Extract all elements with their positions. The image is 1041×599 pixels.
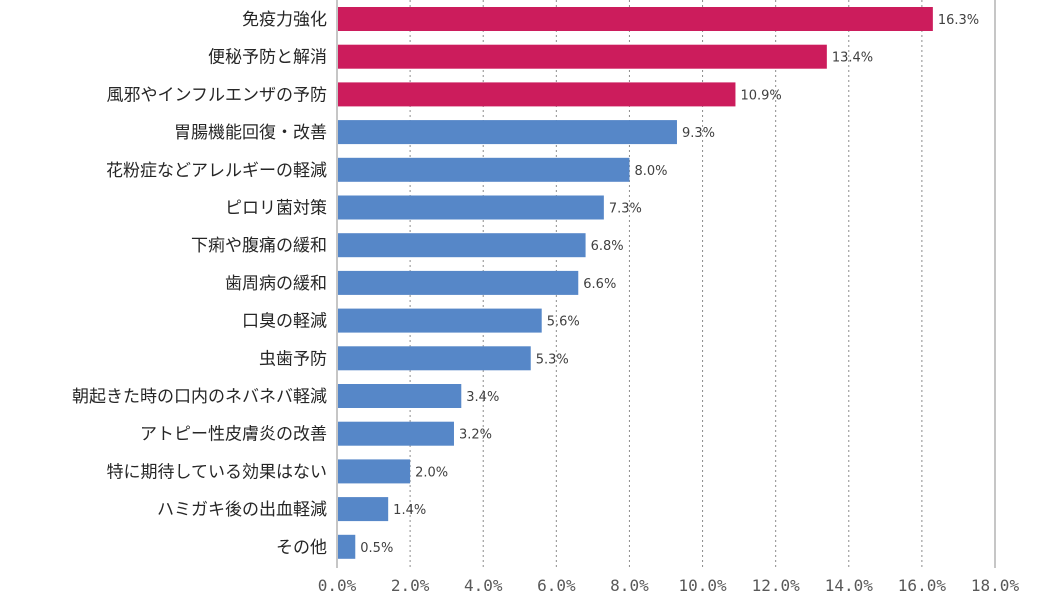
x-tick-label: 4.0% [464,576,503,595]
value-label: 13.4% [832,51,873,66]
bar [338,44,827,69]
bar [338,233,586,258]
category-labels: 免疫力強化便秘予防と解消風邪やインフルエンザの予防胃腸機能回復・改善花粉症などア… [72,10,327,558]
category-label: ピロリ菌対策 [225,199,327,219]
value-label: 2.0% [415,465,448,480]
category-label: 歯周病の緩和 [225,274,327,294]
bars [338,7,933,559]
x-tick-label: 16.0% [898,576,947,595]
category-label: 便秘予防と解消 [208,48,327,68]
x-tick-label: 10.0% [678,576,727,595]
value-label: 3.2% [459,428,492,443]
bar [338,534,356,559]
bar [338,459,411,484]
value-label: 0.5% [360,541,393,556]
bar [338,7,933,31]
value-label: 3.4% [466,390,499,405]
bar [338,120,677,145]
grid-lines [336,0,996,568]
value-label: 10.9% [740,88,781,103]
category-label: その他 [276,538,327,558]
category-label: 口臭の軽減 [242,312,327,332]
x-tick-label: 14.0% [825,576,874,595]
category-label: 下痢や腹痛の緩和 [191,236,327,256]
category-label: 胃腸機能回復・改善 [174,123,327,143]
bar [338,421,454,446]
value-label: 16.3% [938,13,979,28]
bar [338,384,462,408]
value-label: 7.3% [609,202,642,217]
value-label: 1.4% [393,503,426,518]
bar [338,308,542,333]
bar [338,497,389,522]
value-label: 5.6% [547,315,580,330]
bar [338,82,736,107]
category-label: 花粉症などアレルギーの軽減 [106,161,327,181]
value-label: 5.3% [536,352,569,367]
x-tick-label: 12.0% [752,576,801,595]
x-tick-label: 18.0% [971,576,1020,595]
x-tick-label: 6.0% [537,576,576,595]
bar [338,270,579,295]
bar [338,157,630,182]
category-label: 朝起きた時の口内のネバネバ軽減 [72,387,327,407]
bar [338,195,604,220]
bar [338,346,531,371]
category-label: 風邪やインフルエンザの予防 [107,85,328,105]
x-tick-label: 0.0% [318,576,357,595]
category-label: ハミガキ後の出血軽減 [157,500,327,520]
value-label: 8.0% [634,164,667,179]
value-label: 6.6% [583,277,616,292]
category-label: 特に期待している効果はない [107,462,328,482]
x-axis-tick-labels: 0.0% 2.0% 4.0% 6.0% 8.0% 10.0% 12.0% 14.0% 16.0%… [318,576,1020,595]
category-label: アトピー性皮膚炎の改善 [140,425,327,445]
x-tick-label: 8.0% [610,576,649,595]
category-label: 虫歯予防 [259,349,327,369]
value-labels: 16.3% 13.4% 10.9% 9.3% 8.0% 7.3% 6.8% 6.6% 5.6% 5… [360,13,979,556]
value-label: 9.3% [682,126,715,141]
x-tick-label: 2.0% [391,576,430,595]
value-label: 6.8% [591,239,624,254]
category-label: 免疫力強化 [242,10,327,30]
